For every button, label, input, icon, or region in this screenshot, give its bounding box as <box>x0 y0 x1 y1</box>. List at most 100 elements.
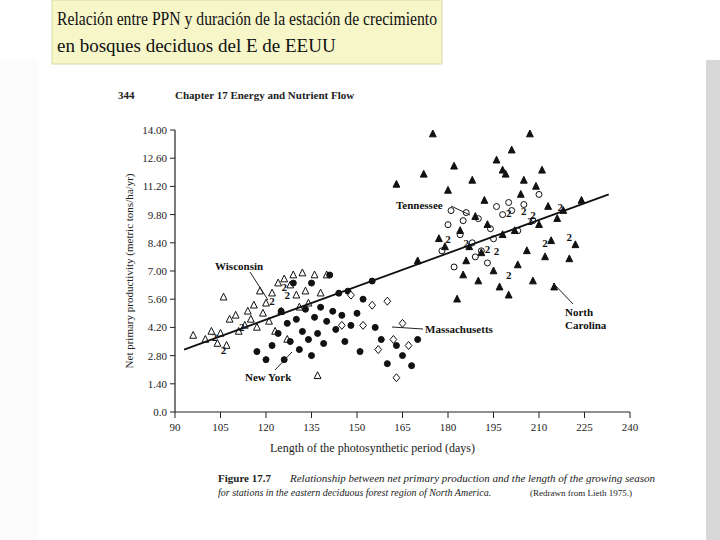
overlap-count: 2 <box>463 237 469 249</box>
y-tick-label: 4.20 <box>148 321 168 333</box>
point <box>499 166 506 173</box>
point <box>290 271 297 278</box>
y-tick-label: 2.80 <box>148 350 168 362</box>
point <box>475 277 482 284</box>
point <box>317 289 324 296</box>
series-label-line: North <box>565 306 593 318</box>
x-tick-label: 225 <box>576 421 593 433</box>
point <box>312 314 318 320</box>
point <box>357 349 363 355</box>
series-label: NorthCarolina <box>565 306 607 331</box>
overlap-count: 2 <box>445 233 451 245</box>
caption: for stations in the eastern deciduous fo… <box>218 487 491 498</box>
y-tick <box>170 355 175 356</box>
point <box>448 208 454 214</box>
point <box>493 156 500 163</box>
x-tick <box>220 412 221 418</box>
y-tick-label: 7.00 <box>148 265 168 277</box>
point <box>460 271 467 278</box>
y-tick <box>170 186 175 187</box>
series-label-line: Carolina <box>565 319 607 331</box>
y-tick <box>170 158 175 159</box>
point <box>299 269 306 276</box>
overlap-count: 2 <box>212 331 218 343</box>
x-axis-label: Length of the photosynthetic period (day… <box>270 441 475 455</box>
leader-line <box>275 352 292 370</box>
y-tick <box>170 412 175 413</box>
y-tick-label: 5.60 <box>148 293 168 305</box>
x-tick-label: 195 <box>485 421 502 433</box>
point <box>451 162 458 169</box>
x-tick <box>175 412 176 418</box>
y-tick <box>170 327 175 328</box>
point <box>429 130 436 137</box>
point <box>463 257 470 264</box>
point <box>500 212 506 218</box>
scan-edge <box>0 60 38 540</box>
point <box>542 253 549 260</box>
point <box>287 339 293 345</box>
point <box>578 197 585 204</box>
x-tick <box>584 412 585 418</box>
y-axis-label: Net primary productivity (metric tons/ha… <box>123 173 136 368</box>
point <box>420 170 427 177</box>
background <box>0 0 720 540</box>
y-tick-label: 0.0 <box>153 406 167 418</box>
point <box>548 237 555 244</box>
point <box>375 346 382 354</box>
point <box>302 287 309 294</box>
subtitle: en bosques deciduos del E de EEUU <box>57 35 336 56</box>
point <box>309 280 315 286</box>
point <box>460 218 466 224</box>
point <box>514 261 521 268</box>
point <box>226 315 233 322</box>
point <box>338 321 345 329</box>
point <box>415 336 421 342</box>
point <box>254 349 260 355</box>
point <box>481 197 488 204</box>
regression-line <box>184 194 609 349</box>
series-label: Wisconsin <box>215 260 263 272</box>
point <box>348 291 355 299</box>
point <box>342 339 348 345</box>
point <box>572 241 579 248</box>
series-label: New York <box>245 371 292 383</box>
point <box>520 176 527 183</box>
overlap-count: 2 <box>506 269 512 281</box>
page-number: 344 <box>118 89 135 101</box>
point <box>539 166 546 173</box>
point <box>275 330 281 336</box>
point <box>318 304 324 310</box>
point <box>378 336 384 342</box>
caption-source: (Redrawn from Lieth 1975.) <box>530 488 632 498</box>
leader-line <box>250 272 268 300</box>
y-tick <box>170 271 175 272</box>
point <box>314 372 321 379</box>
point <box>293 316 299 322</box>
point <box>354 310 360 316</box>
overlap-count: 2 <box>527 215 533 227</box>
x-tick <box>539 412 540 418</box>
point <box>536 191 542 197</box>
point <box>527 130 534 137</box>
y-tick <box>170 383 175 384</box>
y-tick-label: 12.60 <box>142 152 167 164</box>
point <box>454 295 461 302</box>
point <box>554 215 561 222</box>
x-tick-label: 165 <box>394 421 411 433</box>
point <box>360 296 366 302</box>
point <box>400 353 406 359</box>
x-tick-label: 150 <box>349 421 366 433</box>
point <box>220 293 227 300</box>
point <box>315 330 321 336</box>
point <box>348 322 354 328</box>
point <box>451 264 457 270</box>
point <box>333 326 339 332</box>
point <box>506 200 512 206</box>
point <box>330 308 336 314</box>
overlap-count: 2 <box>284 289 290 301</box>
point <box>302 306 308 312</box>
point <box>517 190 524 197</box>
point <box>290 280 296 286</box>
point <box>384 361 390 367</box>
